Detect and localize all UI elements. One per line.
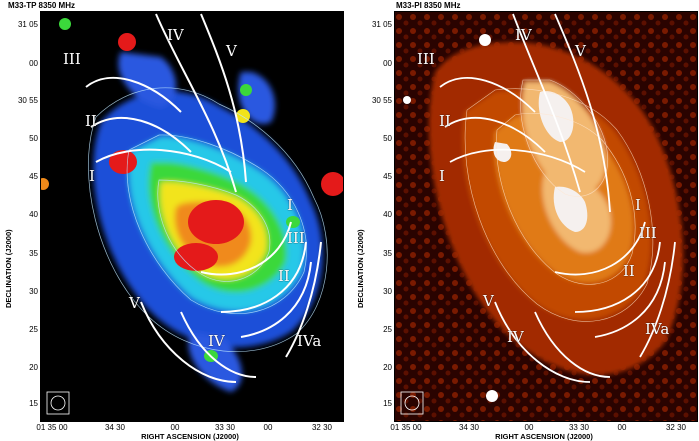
arm-curve xyxy=(534,311,611,378)
y-tick: 25 xyxy=(383,325,392,334)
arm-curve xyxy=(240,261,312,338)
y-tick: 35 xyxy=(383,249,392,258)
arm-label: V xyxy=(575,42,586,60)
x-tick: 33 30 xyxy=(568,423,590,432)
arm-curve xyxy=(449,148,586,173)
x-tick: 34 30 xyxy=(458,423,480,432)
arm-label: II xyxy=(278,267,290,285)
arm-label: I xyxy=(635,196,641,214)
arm-label: IV xyxy=(208,332,225,350)
arm-curve xyxy=(180,311,257,378)
arm-curve xyxy=(85,77,182,113)
arm-curve xyxy=(90,116,192,153)
y-tick: 31 05 xyxy=(371,20,392,29)
y-tick: 00 xyxy=(29,59,38,68)
arm-curve xyxy=(554,221,646,276)
y-tick: 20 xyxy=(29,363,38,372)
y-tick: 15 xyxy=(29,399,38,408)
arm-label: I xyxy=(89,167,95,185)
y-tick: 15 xyxy=(383,399,392,408)
y-tick: 30 xyxy=(29,287,38,296)
y-tick: 00 xyxy=(383,59,392,68)
y-tick: 30 55 xyxy=(371,96,392,105)
x-tick: 01 35 00 xyxy=(390,423,422,432)
arm-label: II xyxy=(439,112,451,130)
arm-curve xyxy=(512,13,581,193)
y-tick: 35 xyxy=(29,249,38,258)
x-tick: 33 30 xyxy=(214,423,236,432)
arm-label: V xyxy=(129,294,140,312)
arm-label: V xyxy=(483,292,494,310)
x-tick: 00 xyxy=(263,423,273,432)
arm-curve xyxy=(140,301,237,383)
arm-curve xyxy=(594,261,666,338)
arm-curve xyxy=(200,221,292,276)
y-tick: 45 xyxy=(383,172,392,181)
arm-curve xyxy=(439,77,536,113)
arm-curve xyxy=(639,241,676,358)
arm-label: I xyxy=(287,196,293,214)
polarized-intensity-map: IV V III II I I III II V IV IVa xyxy=(394,11,698,422)
arm-curve xyxy=(285,241,322,358)
polarized-intensity-image xyxy=(395,12,697,421)
arm-curve xyxy=(444,117,546,153)
x-tick: 34 30 xyxy=(104,423,126,432)
arm-curve xyxy=(220,241,307,313)
beam-ellipse xyxy=(50,395,66,411)
y-tick: 31 05 xyxy=(17,20,38,29)
y-tick: 20 xyxy=(383,363,392,372)
x-tick: 01 35 00 xyxy=(36,423,68,432)
total-power-map: IV V III II I I III II V IV IVa xyxy=(40,11,344,422)
arm-label: III xyxy=(287,229,305,247)
x-axis-label-pi: RIGHT ASCENSION (J2000) xyxy=(495,432,593,441)
beam-box xyxy=(46,391,70,415)
x-tick: 00 xyxy=(170,423,180,432)
arm-curve xyxy=(494,301,591,383)
y-tick: 30 xyxy=(383,287,392,296)
beam-box xyxy=(400,391,424,415)
beam-ellipse xyxy=(404,395,420,411)
y-tick: 50 xyxy=(383,134,392,143)
arm-label: II xyxy=(623,262,635,280)
y-axis-label-pi: DECLINATION (J2000) xyxy=(356,229,365,308)
x-axis-label-tp: RIGHT ASCENSION (J2000) xyxy=(141,432,239,441)
y-tick: 40 xyxy=(29,210,38,219)
arm-curve xyxy=(574,241,661,313)
arm-curve xyxy=(95,148,232,173)
panel-title-pi: M33-PI 8350 MHz xyxy=(396,1,461,10)
arm-curve xyxy=(200,13,247,183)
arm-label: III xyxy=(63,50,81,68)
arm-label: IVa xyxy=(297,332,322,350)
arm-curve xyxy=(155,13,237,193)
panel-title-tp: M33-TP 8350 MHz xyxy=(8,1,75,10)
x-tick: 00 xyxy=(524,423,534,432)
arm-label: IV xyxy=(167,26,184,44)
arm-label: V xyxy=(226,42,237,60)
x-tick: 00 xyxy=(617,423,627,432)
arm-curve xyxy=(554,13,611,213)
y-tick: 40 xyxy=(383,210,392,219)
y-tick: 30 55 xyxy=(17,96,38,105)
y-axis-label-tp: DECLINATION (J2000) xyxy=(4,229,13,308)
arm-label: IV xyxy=(515,26,532,44)
x-tick: 32 30 xyxy=(665,423,687,432)
arm-label: III xyxy=(639,224,657,242)
y-tick: 45 xyxy=(29,172,38,181)
arm-label: IVa xyxy=(645,320,670,338)
total-power-image xyxy=(41,13,343,415)
y-tick: 25 xyxy=(29,325,38,334)
arm-label: II xyxy=(85,112,97,130)
y-tick: 50 xyxy=(29,134,38,143)
x-tick: 32 30 xyxy=(311,423,333,432)
arm-label: IV xyxy=(507,328,524,346)
arm-label: I xyxy=(439,167,445,185)
arm-label: III xyxy=(417,50,435,68)
